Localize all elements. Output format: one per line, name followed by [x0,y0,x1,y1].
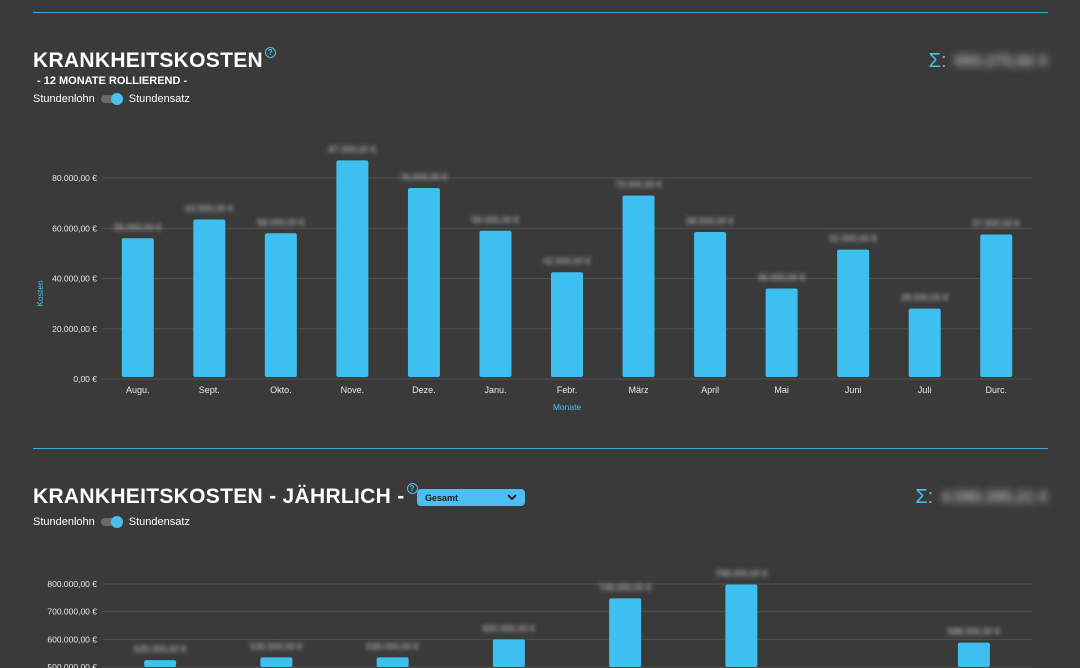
section2-sum: Σ: 4.590.395,21 € [915,486,1048,509]
y-tick-label: 600.000,00 € [47,634,97,644]
toggle-knob [110,516,123,528]
bar [622,195,655,377]
x-tick-label: Okto. [270,385,292,395]
section1-rate-toggle-row: Stundenlohn Stundensatz [33,93,190,105]
section1-sum: Σ: 693.270,92 € [929,50,1048,73]
data-label: 76.000,00 € [400,172,448,182]
y-tick-label: 20.000,00 € [52,324,97,334]
x-axis-label: Monate [553,402,582,412]
data-label: 56.000,00 € [114,222,162,232]
toggle-label-stundensatz: Stundensatz [128,93,190,105]
chevron-down-icon [507,494,517,501]
section1-sum-value: 693.270,92 € [954,52,1048,70]
data-label: 535.000,00 € [250,641,303,651]
section1-title: KRANKHEITSKOSTEN? [33,47,276,73]
data-label: 58.500,00 € [686,216,734,226]
bar [551,272,583,377]
sigma-icon: Σ: [928,50,947,72]
y-tick-label: 80.000,00 € [52,173,97,183]
bar [837,249,870,377]
data-label: 600.000,00 € [483,623,536,633]
help-icon[interactable]: ? [264,47,276,58]
x-tick-label: Deze. [412,385,436,395]
x-tick-label: Nove. [341,385,365,395]
data-label: 59.000,00 € [472,215,520,225]
yearly-cost-chart: 500.000,00 € 600.000,00 € 700.000,00 € 800.… [47,569,1032,668]
y-tick-label: 700.000,00 € [47,607,97,617]
monthly-cost-chart: 0,00 € 20.000,00 € 40.000,00 € 60.000,00 € 8… [35,144,1032,412]
y-tick-label: 60.000,00 € [52,223,97,233]
bar [980,234,1013,377]
data-label: 58.000,00 € [257,217,305,227]
data-label: 73.000,00 € [615,180,663,190]
toggle-knob [110,93,123,105]
middle-divider [33,448,1048,449]
bar [264,233,297,377]
toggle-label-stundenlohn: Stundenlohn [33,93,95,105]
bar [121,238,154,377]
x-tick-label: Febr. [557,385,578,395]
x-tick-label: Durc. [985,385,1007,395]
bar [479,230,512,377]
data-label: 588.000,00 € [948,627,1001,637]
bar [336,160,369,377]
data-label: 525.000,00 € [134,644,187,654]
x-tick-label: Augu. [126,385,150,395]
y-tick-label: 40.000,00 € [52,274,97,284]
y-axis-label: Kosten [35,280,45,307]
x-tick-label: Mai [774,385,789,395]
top-divider [33,12,1048,13]
sigma-icon: Σ: [915,486,934,508]
data-label: 87.000,00 € [329,144,377,154]
bar [193,219,226,377]
y-tick-label: 0,00 € [73,374,97,384]
data-label: 535.000,00 € [366,641,419,651]
section2-rate-toggle-row: Stundenlohn Stundensatz [33,516,190,528]
rate-toggle-switch[interactable] [100,516,123,528]
bar [908,308,941,377]
help-icon[interactable]: ? [406,483,418,494]
data-label: 42.500,00 € [543,256,591,266]
bar [260,657,293,667]
bar [725,584,758,667]
section1-title-text: KRANKHEITSKOSTEN [33,49,263,72]
x-tick-label: März [629,385,649,395]
section2-title-text: KRANKHEITSKOSTEN - JÄHRLICH - [33,485,405,508]
bar [144,660,177,667]
x-tick-label: Juni [845,385,862,395]
bar [407,188,440,377]
x-tick-label: April [701,385,719,395]
x-tick-label: Sept. [199,385,220,395]
dropdown-value: Gesamt [425,492,459,503]
data-label: 748.000,00 € [599,582,652,592]
bar [694,232,727,377]
data-label: 57.500,00 € [972,219,1020,229]
x-tick-label: Juli [918,385,932,395]
year-filter-dropdown[interactable]: Gesamt [417,489,525,506]
data-label: 28.000,00 € [901,293,949,303]
bar [609,598,642,667]
toggle-label-stundensatz: Stundensatz [128,516,190,528]
section2-title: KRANKHEITSKOSTEN - JÄHRLICH -? [33,483,418,509]
y-tick-label: 500.000,00 € [47,662,97,668]
toggle-label-stundenlohn: Stundenlohn [33,516,95,528]
bar [765,288,798,377]
data-label: 798.000,00 € [715,569,768,579]
section2-sum-value: 4.590.395,21 € [941,488,1048,506]
x-tick-label: Janu. [484,385,506,395]
section1-subtitle: - 12 MONATE ROLLIEREND - [37,75,188,87]
bar [957,642,990,667]
data-label: 63.500,00 € [186,203,234,213]
rate-toggle-switch[interactable] [100,93,123,105]
data-label: 36.000,00 € [758,273,806,283]
data-label: 51.500,00 € [829,234,877,244]
bar [376,657,409,667]
bar [492,639,525,667]
y-tick-label: 800.000,00 € [47,579,97,589]
